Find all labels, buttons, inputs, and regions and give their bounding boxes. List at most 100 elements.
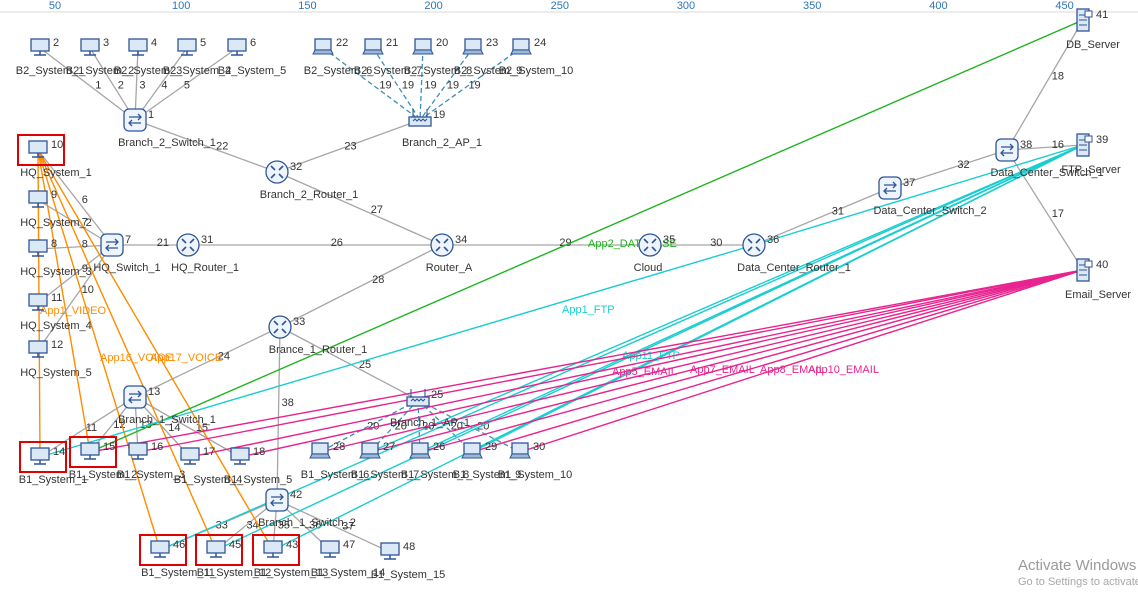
node-label: HQ_Router_1 [171,262,239,274]
link [1006,149,1084,271]
node: 21 B2_System_7 [354,37,422,77]
link-label: 7 [82,217,88,229]
link-label: 3 [139,80,145,92]
node: 30 B1_System_10 [498,441,573,481]
node-label: Router_A [426,262,473,274]
app-flow [319,269,1084,453]
node-id: 1 [148,109,154,121]
node: 7 HQ_Switch_1 [93,233,161,274]
link-label: 19 [379,80,391,92]
node: 6 B2_System_5 [218,37,286,77]
node-id: 45 [229,539,241,551]
link-label: 23 [344,141,356,153]
pc-screen [28,239,48,253]
node-label: Data_Center_Switch_2 [873,205,986,217]
link-label: 31 [832,206,844,218]
link-label: 6 [82,194,88,206]
node-label: Email_Server [1065,289,1131,301]
node: 48 B1_System_15 [371,541,446,581]
laptop-base [359,453,381,459]
node-label: HQ_System_3 [20,266,92,278]
link-label: 37 [342,521,354,533]
node: 27 B1_System_7 [351,441,419,481]
pc-screen [30,38,50,52]
node-label: B1_System_8 [401,469,469,481]
link-label: 19 [447,80,459,92]
link [1006,144,1084,151]
node-label: Branch_1_Switch_1 [118,414,216,426]
link [276,499,391,553]
laptop-screen [463,442,481,455]
laptop-screen [361,442,379,455]
link [134,47,238,121]
link-label: 36 [309,519,321,531]
node-id: 23 [486,37,498,49]
node: 38 Data_Center_Switch_1 [990,138,1104,179]
app-flow [37,149,274,551]
link [134,326,281,398]
node-label: B2_System_7 [354,65,422,77]
node: 13 Branch_1_Switch_1 [118,385,216,426]
switch-body [265,488,289,512]
app-flow [753,144,1084,246]
node: 12 HQ_System_5 [20,339,92,379]
link-label: 18 [1052,70,1064,82]
node-label: Data_Center_Router_1 [737,262,851,274]
switch-arrows [270,493,284,507]
node: 25 Branch_1_AP_1 [390,389,470,429]
node-label: B2_System_5 [218,65,286,77]
node-label: B2_System_6 [304,65,372,77]
flows: App1_VIDEOApp16_VOICEApp17_VOICEApp2_DAT… [37,19,1084,551]
link [419,47,424,121]
pc-screen [128,38,148,52]
node: 43 B1_System_13 [252,534,328,579]
node: 3 B2_System_2 [66,37,134,77]
link-label: 30 [710,237,722,249]
app-flow [471,269,1084,453]
node: 31 HQ_Router_1 [171,233,239,274]
node: 28 B1_System_6 [301,441,369,481]
node-label: HQ_System_4 [20,320,92,332]
link [89,47,136,121]
link [37,199,113,246]
link-label: 28 [372,274,384,286]
laptop-base [462,49,484,55]
flow-label: App7_EMAIL [690,364,755,376]
link-label: 19 [468,80,480,92]
app-flow [239,269,1084,458]
pc-screen [320,540,340,554]
link-label: 20 [367,421,379,433]
router-body [430,233,454,257]
node-id: 4 [151,37,157,49]
flow-label: App11_FTP [622,350,680,362]
laptop-base [309,453,331,459]
app-flow [37,149,217,551]
app-flow [369,269,1084,453]
laptop-screen [411,442,429,455]
node-label: Branch_2_Switch_1 [118,137,216,149]
node-label: B1_System_14 [311,567,386,579]
node: 19 Branch_2_AP_1 [402,109,482,149]
laptop-base [412,49,434,55]
link-label: 4 [161,80,167,92]
link-label: 38 [282,397,294,409]
node-label: B1_System_7 [351,469,419,481]
node-label: B1_System_9 [453,469,521,481]
node: 47 B1_System_14 [311,539,386,579]
nodes: 2B2_System_13B2_System_24B2_System_35B2_… [16,8,1131,581]
pc-screen [28,140,48,154]
pc-screen [206,540,226,554]
node-id: 39 [1096,134,1108,146]
node-label: B2_System_1 [16,65,84,77]
server-badge [1084,260,1093,268]
node-id: 38 [1020,139,1032,151]
node-label: B1_System_3 [117,469,185,481]
node-label: B2_System_10 [499,65,574,77]
link [134,47,188,121]
link-label: 14 [168,422,180,434]
node-label: Branch_1_Switch_2 [258,517,356,529]
laptop-base [312,49,334,55]
switch-arrows [883,181,897,195]
laptop-base [362,49,384,55]
pc-screen [180,447,200,461]
